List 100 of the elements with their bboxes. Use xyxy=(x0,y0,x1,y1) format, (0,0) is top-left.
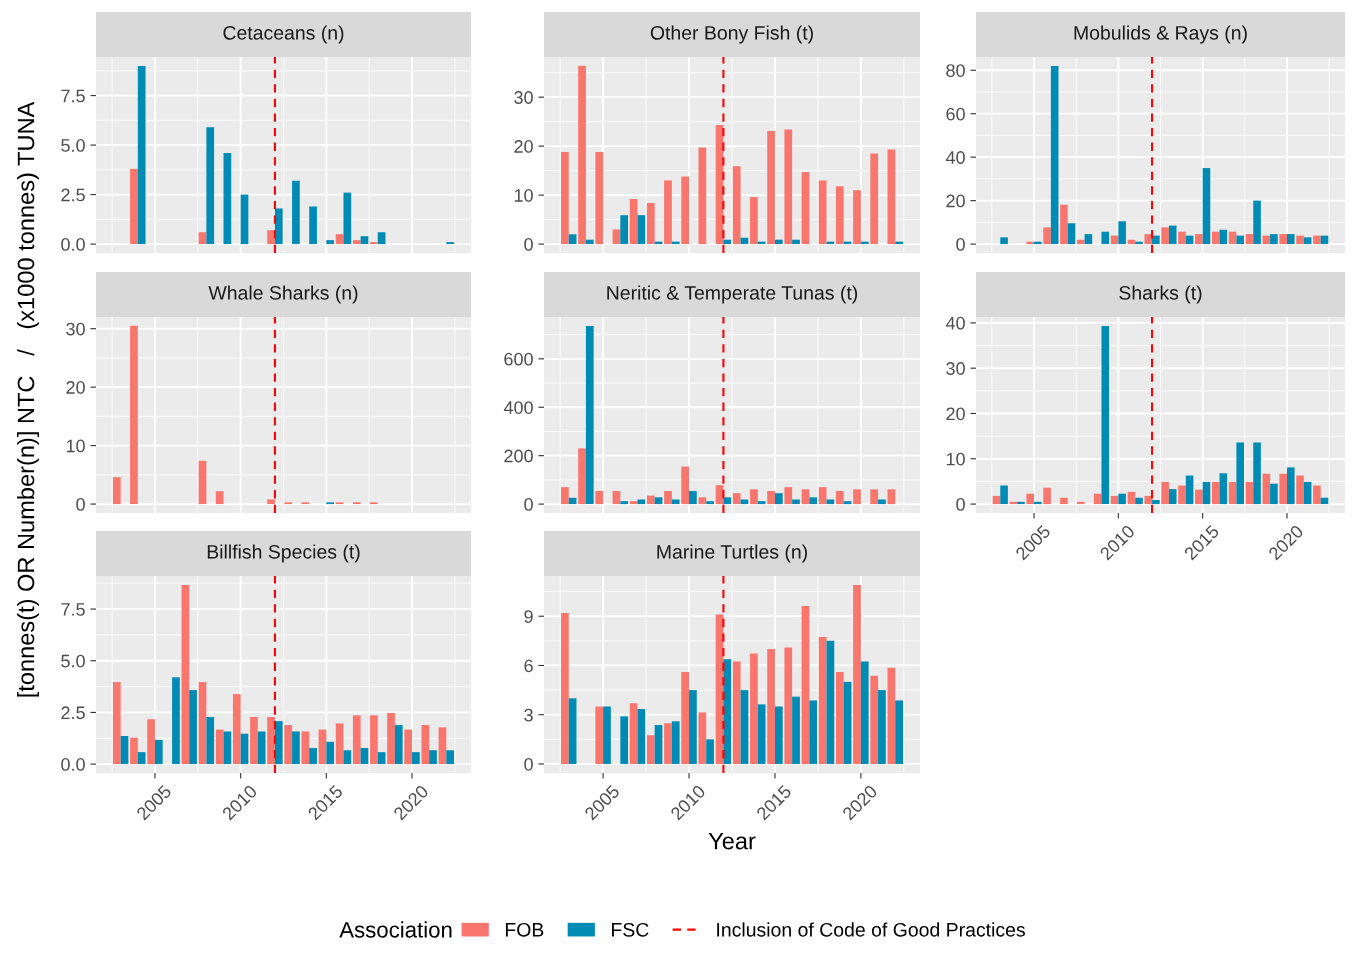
bar xyxy=(585,239,594,245)
bar xyxy=(198,232,207,245)
bar xyxy=(1219,229,1228,245)
y-tick-label: 400 xyxy=(503,401,533,414)
bar xyxy=(240,733,249,765)
bar xyxy=(629,199,638,245)
y-tick-label: 60 xyxy=(946,107,965,121)
y-tick-label: 30 xyxy=(946,362,965,375)
y-tick-label: 7.5 xyxy=(61,603,85,616)
bar xyxy=(561,612,569,764)
y-tick-label: 200 xyxy=(504,449,533,463)
bar xyxy=(301,731,310,765)
bar xyxy=(309,747,317,765)
bar xyxy=(853,190,861,245)
bar xyxy=(137,752,146,765)
bar xyxy=(629,703,638,764)
bar xyxy=(267,499,275,505)
bar xyxy=(767,130,775,245)
bar xyxy=(992,495,1001,505)
bar xyxy=(112,682,121,765)
bar xyxy=(1000,485,1008,505)
y-tick-label: 0 xyxy=(956,498,965,511)
y-tick-label: 7.5 xyxy=(61,89,85,103)
bar xyxy=(585,325,594,505)
bar xyxy=(1127,491,1136,505)
bar xyxy=(326,741,335,765)
bar xyxy=(1313,485,1321,505)
bar xyxy=(412,752,420,765)
bar xyxy=(723,497,732,505)
bar xyxy=(215,491,224,505)
bar xyxy=(646,495,655,505)
bar xyxy=(1043,227,1051,245)
bar xyxy=(853,585,861,764)
bar xyxy=(1286,234,1295,245)
bar xyxy=(870,675,879,764)
bar xyxy=(223,731,232,765)
y-tick-label: 20 xyxy=(946,194,965,208)
chart-title: Mobulids & Rays (n) xyxy=(1074,25,1247,44)
bar xyxy=(664,180,672,245)
bar xyxy=(732,661,741,764)
bar xyxy=(757,704,766,764)
chart-title: Other Bony Fish (t) xyxy=(650,25,813,44)
bar xyxy=(1211,481,1220,505)
bar xyxy=(818,487,827,505)
bar xyxy=(1034,501,1042,505)
bar xyxy=(750,197,758,245)
bar xyxy=(112,477,121,505)
bar xyxy=(784,129,793,245)
bar xyxy=(1110,495,1119,505)
bar xyxy=(792,499,800,505)
chart-title: Neritic & Temperate Tunas (t) xyxy=(607,285,858,304)
bar xyxy=(189,690,197,765)
y-tick-label: 2.5 xyxy=(61,706,85,720)
bar xyxy=(267,230,275,245)
bar xyxy=(620,501,629,505)
bar xyxy=(130,325,138,505)
bar xyxy=(172,677,180,765)
bar xyxy=(446,750,455,765)
bar xyxy=(1228,481,1237,505)
bar xyxy=(438,727,447,765)
bar xyxy=(578,65,586,245)
bar xyxy=(120,736,129,765)
y-axis-title: [tonnes(t) OR Number(n)] NTC / (x1000 tonnes) TUNA xyxy=(17,101,39,697)
bar xyxy=(681,176,690,245)
bar xyxy=(750,653,758,764)
y-tick-label: 600 xyxy=(504,352,533,366)
bar xyxy=(723,659,732,764)
bar xyxy=(326,240,335,245)
bar xyxy=(147,719,155,765)
bar xyxy=(421,725,430,765)
bar xyxy=(130,168,138,245)
bar xyxy=(774,239,783,245)
bar xyxy=(377,752,386,765)
bar xyxy=(1245,234,1254,245)
bar xyxy=(826,640,835,764)
y-tick-label: 6 xyxy=(524,659,533,673)
bar xyxy=(352,240,361,245)
y-tick-label: 20 xyxy=(946,407,965,421)
bar xyxy=(198,682,207,765)
bar xyxy=(1236,235,1244,245)
bar xyxy=(818,180,827,245)
bar xyxy=(568,234,577,245)
bar xyxy=(1245,481,1254,505)
bar xyxy=(292,731,300,765)
y-tick-label: 0 xyxy=(524,238,533,251)
bar xyxy=(767,649,775,764)
bar xyxy=(309,206,317,245)
bar xyxy=(404,729,413,765)
bar xyxy=(895,700,903,764)
bar xyxy=(198,460,207,505)
bar xyxy=(561,487,569,505)
bar xyxy=(206,716,215,765)
bar xyxy=(835,491,844,505)
y-tick-label: 3 xyxy=(524,708,533,722)
bar xyxy=(870,153,879,245)
bar xyxy=(654,725,663,764)
bar xyxy=(887,667,896,764)
bar xyxy=(1195,234,1203,245)
bar xyxy=(360,747,369,765)
bar xyxy=(1060,204,1068,245)
